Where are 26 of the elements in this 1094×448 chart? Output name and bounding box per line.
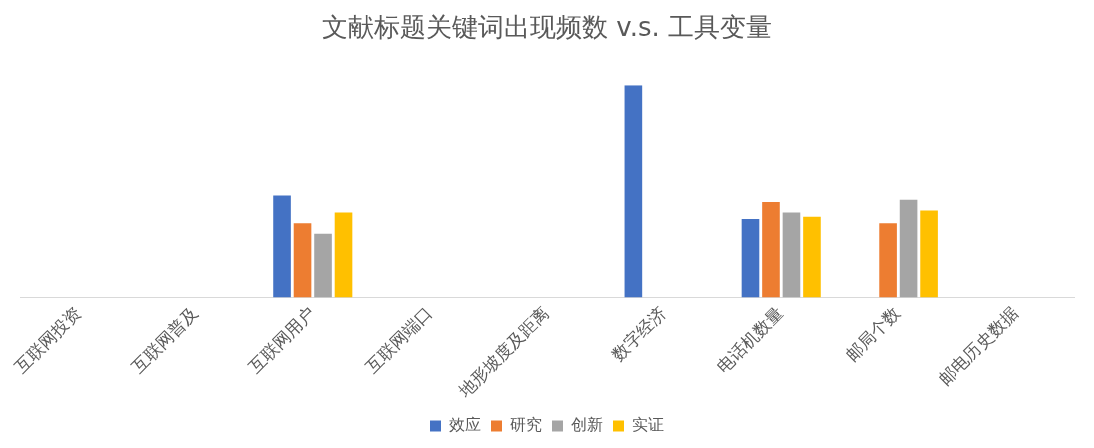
x-tick-label: 互联网普及 [127,302,202,377]
bar [741,218,760,298]
x-tick-label: 电话机数量 [712,302,788,377]
bar [293,223,312,298]
chart-title: 文献标题关键词出现频数 v.s. 工具变量 [322,12,772,43]
bar [782,212,801,298]
x-tick-label: 邮电历史数据 [935,302,1022,389]
bar [314,233,332,298]
bar [273,195,291,298]
x-tick-label: 地形坡度及距离 [453,302,553,402]
bar [920,210,938,298]
bar [762,201,780,298]
bar [879,223,897,298]
bar [334,212,353,298]
legend-label: 创新 [571,415,603,435]
x-tick-label: 数字经济 [607,302,671,365]
x-tick-label: 互联网端口 [361,302,436,377]
x-tick-label: 互联网用户 [244,302,319,377]
bar [899,199,918,298]
legend-label: 研究 [510,415,542,435]
bar [624,85,643,298]
legend-label: 实证 [632,415,664,435]
x-tick-label: 邮局个数 [842,302,905,365]
x-tick-label: 互联网投资 [10,302,85,377]
bar [803,216,821,298]
legend-label: 效应 [449,415,481,435]
